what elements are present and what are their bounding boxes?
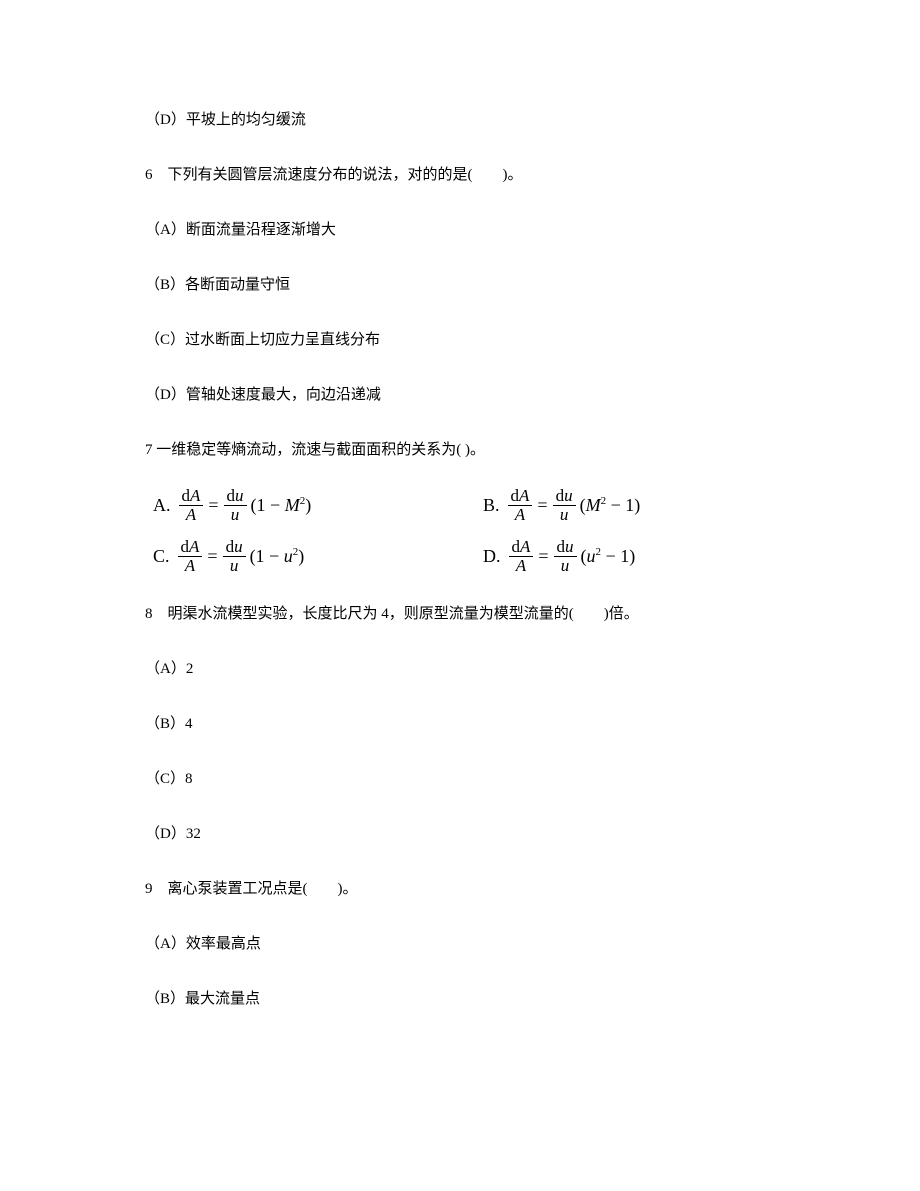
q6-option-d: （D）管轴处速度最大，向边沿递减: [145, 385, 790, 406]
q7-formula-d: D. dAA = duu (u2 − 1): [483, 538, 635, 575]
q5-option-d: （D）平坡上的均匀缓流: [145, 110, 790, 131]
q9-option-b: （B）最大流量点: [145, 989, 790, 1010]
q7-formula-block: A. dAA = duu (1 − M2) B. dAA = duu (M2 −…: [145, 487, 790, 574]
q7-formula-a-label: A.: [153, 495, 171, 516]
q8-option-a: （A）2: [145, 659, 790, 680]
q9-stem: 9 离心泵装置工况点是( )。: [145, 879, 790, 900]
q8-option-b: （B）4: [145, 714, 790, 735]
q7-formula-row-1: A. dAA = duu (1 − M2) B. dAA = duu (M2 −…: [153, 487, 790, 524]
q7-formula-row-2: C. dAA = duu (1 − u2) D. dAA = duu (u2 −…: [153, 538, 790, 575]
q6-option-b: （B）各断面动量守恒: [145, 275, 790, 296]
q6-option-a: （A）断面流量沿程逐渐增大: [145, 220, 790, 241]
q6-option-c: （C）过水断面上切应力呈直线分布: [145, 330, 790, 351]
q7-formula-d-label: D.: [483, 546, 501, 567]
q7-formula-c-label: C.: [153, 546, 170, 567]
q6-stem: 6 下列有关圆管层流速度分布的说法，对的的是( )。: [145, 165, 790, 186]
q8-option-d: （D）32: [145, 824, 790, 845]
q9-option-a: （A）效率最高点: [145, 934, 790, 955]
q7-formula-a: A. dAA = duu (1 − M2): [153, 487, 483, 524]
q8-option-c: （C）8: [145, 769, 790, 790]
q7-formula-b: B. dAA = duu (M2 − 1): [483, 487, 640, 524]
q7-formula-c: C. dAA = duu (1 − u2): [153, 538, 483, 575]
q8-stem: 8 明渠水流模型实验，长度比尺为 4，则原型流量为模型流量的( )倍。: [145, 604, 790, 625]
q7-formula-b-label: B.: [483, 495, 500, 516]
q7-stem: 7 一维稳定等熵流动，流速与截面面积的关系为( )。: [145, 440, 790, 461]
